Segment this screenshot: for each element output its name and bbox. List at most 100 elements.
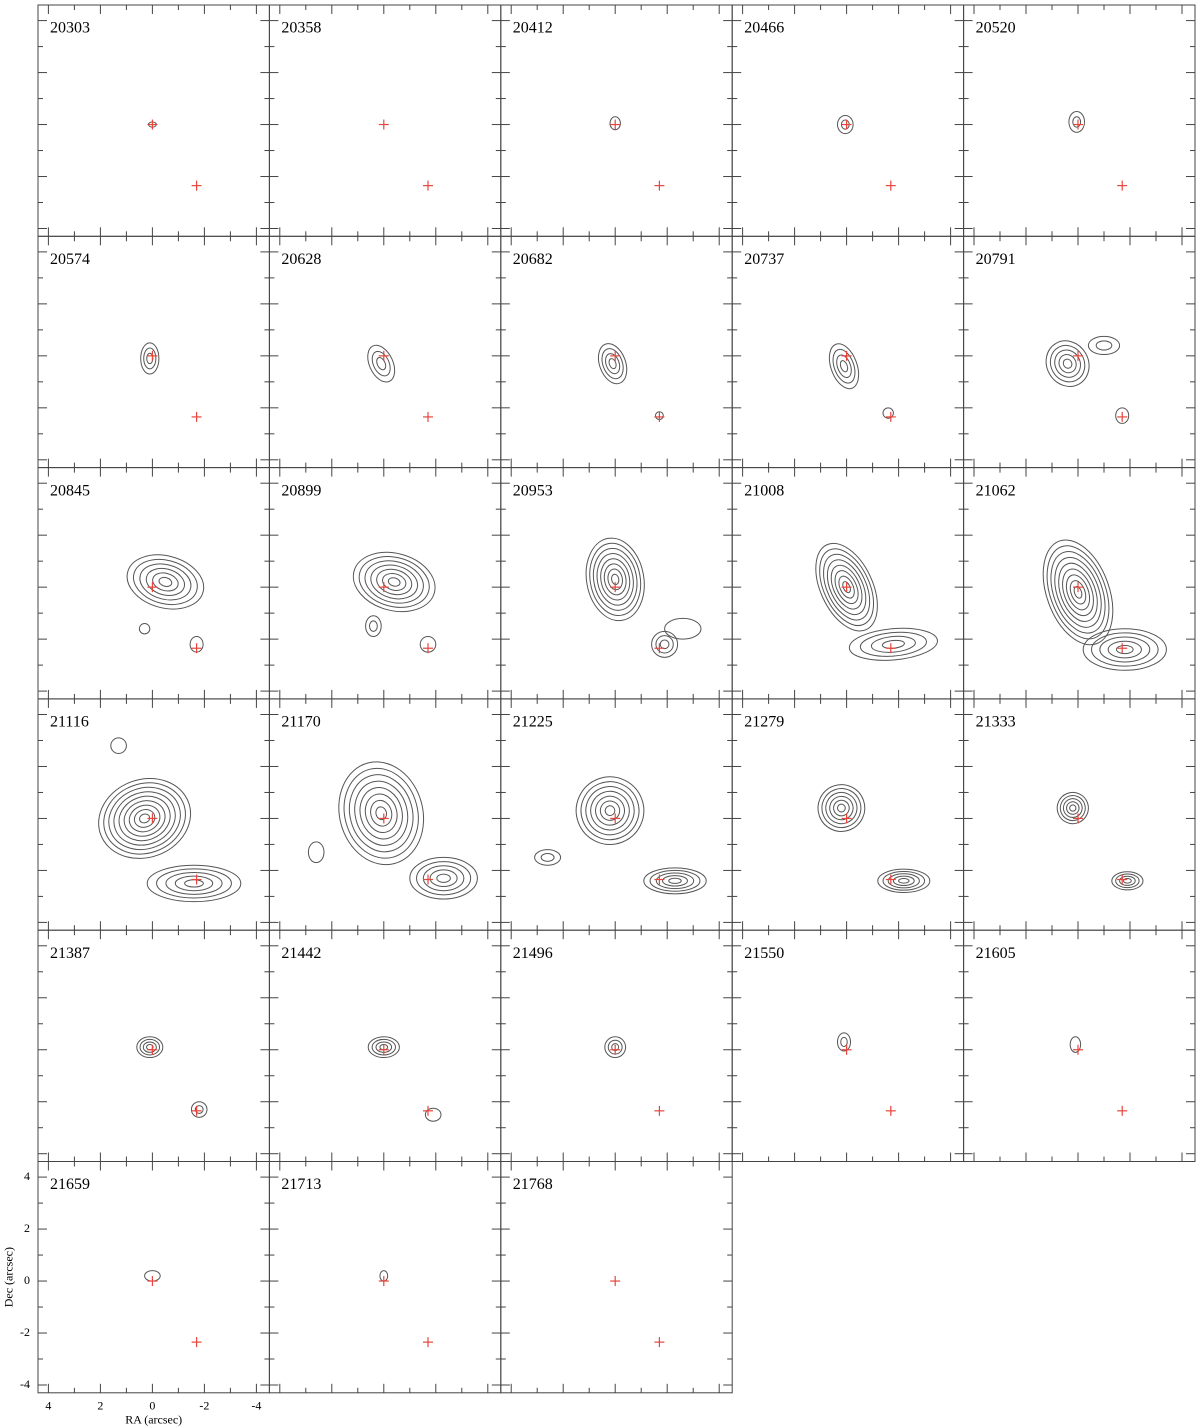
contour — [143, 347, 157, 370]
contour — [604, 1036, 627, 1059]
contour — [1087, 335, 1121, 356]
contour — [376, 357, 387, 371]
contour — [1068, 111, 1085, 133]
contour — [898, 877, 910, 884]
contour — [375, 806, 387, 821]
panel — [500, 698, 733, 931]
panel — [963, 698, 1196, 931]
contour — [585, 786, 635, 836]
channel-label: 20574 — [50, 251, 90, 268]
panel-frame — [963, 4, 1196, 237]
panel — [268, 235, 502, 469]
channel-label: 20682 — [513, 251, 553, 268]
contour — [409, 856, 478, 900]
x-axis-label: RA (arcsec) — [125, 1413, 182, 1427]
contour — [133, 809, 156, 828]
contour — [870, 635, 916, 653]
panel — [500, 1161, 733, 1394]
contour — [668, 877, 682, 884]
panel-frame — [963, 929, 1196, 1163]
panel — [268, 929, 502, 1163]
contour — [887, 873, 920, 889]
contour — [1058, 354, 1077, 374]
contour — [113, 791, 176, 846]
contour — [133, 558, 198, 605]
channel-label: 20303 — [50, 20, 90, 37]
panel-frame — [731, 929, 965, 1163]
contour — [840, 1036, 848, 1047]
x-tick-label: -2 — [199, 1399, 209, 1413]
contour — [837, 114, 854, 135]
panel-frame — [731, 698, 965, 931]
contour — [146, 864, 242, 903]
contour — [158, 576, 173, 587]
contour — [1056, 791, 1089, 825]
channel-label: 20899 — [281, 482, 321, 499]
contour — [826, 559, 867, 616]
channel-label: 21713 — [281, 1176, 321, 1193]
contour — [152, 572, 179, 592]
panel-frame — [37, 4, 270, 237]
contour — [892, 875, 915, 886]
contour — [416, 861, 472, 896]
contour — [1065, 574, 1091, 611]
panel-frame — [500, 467, 733, 700]
panel-frame — [268, 467, 502, 700]
contour — [367, 344, 396, 383]
contour — [1049, 344, 1086, 383]
contour — [156, 868, 232, 899]
x-tick-label: -4 — [251, 1399, 261, 1413]
panel-frame — [37, 929, 270, 1163]
channel-label: 21225 — [513, 714, 553, 731]
contour — [128, 804, 161, 833]
contour — [1115, 407, 1130, 424]
contour — [1045, 340, 1090, 387]
channel-label: 21170 — [281, 714, 320, 731]
panel — [500, 929, 733, 1163]
contour — [599, 800, 621, 821]
contour — [600, 558, 631, 601]
contour — [664, 617, 702, 640]
contour — [596, 553, 634, 606]
contour — [354, 780, 409, 846]
contour — [1046, 545, 1110, 640]
contour — [859, 631, 927, 657]
channel-label: 21116 — [50, 714, 89, 731]
contour — [1042, 539, 1114, 646]
contour — [655, 872, 695, 890]
channel-label: 20358 — [281, 20, 321, 37]
panel — [268, 467, 502, 700]
panel — [731, 4, 965, 237]
contour — [821, 788, 862, 829]
contour — [832, 348, 856, 384]
channel-label: 21062 — [976, 482, 1016, 499]
contour — [1107, 640, 1142, 659]
contour — [194, 1105, 204, 1114]
channel-label: 20466 — [744, 20, 784, 37]
contour — [817, 784, 866, 832]
channel-label: 21279 — [744, 714, 784, 731]
channel-label: 20791 — [976, 251, 1016, 268]
contour — [823, 553, 871, 621]
contour — [590, 790, 630, 831]
contour — [371, 350, 391, 377]
contour — [882, 870, 926, 891]
panel-frame — [268, 929, 502, 1163]
contour — [139, 563, 192, 601]
contour — [136, 1036, 164, 1059]
panel — [731, 929, 965, 1163]
contour — [184, 879, 204, 888]
contour — [190, 1101, 208, 1118]
contour — [819, 548, 875, 626]
panel-frame — [37, 235, 270, 469]
contour — [126, 554, 205, 610]
panel — [963, 235, 1196, 469]
panel — [37, 1161, 270, 1394]
contour — [98, 777, 192, 859]
channel-label: 21550 — [744, 945, 784, 962]
contour — [604, 805, 616, 816]
contour — [1123, 878, 1132, 884]
panel — [37, 235, 270, 469]
panel — [37, 698, 270, 931]
channel-label: 21605 — [976, 945, 1016, 962]
